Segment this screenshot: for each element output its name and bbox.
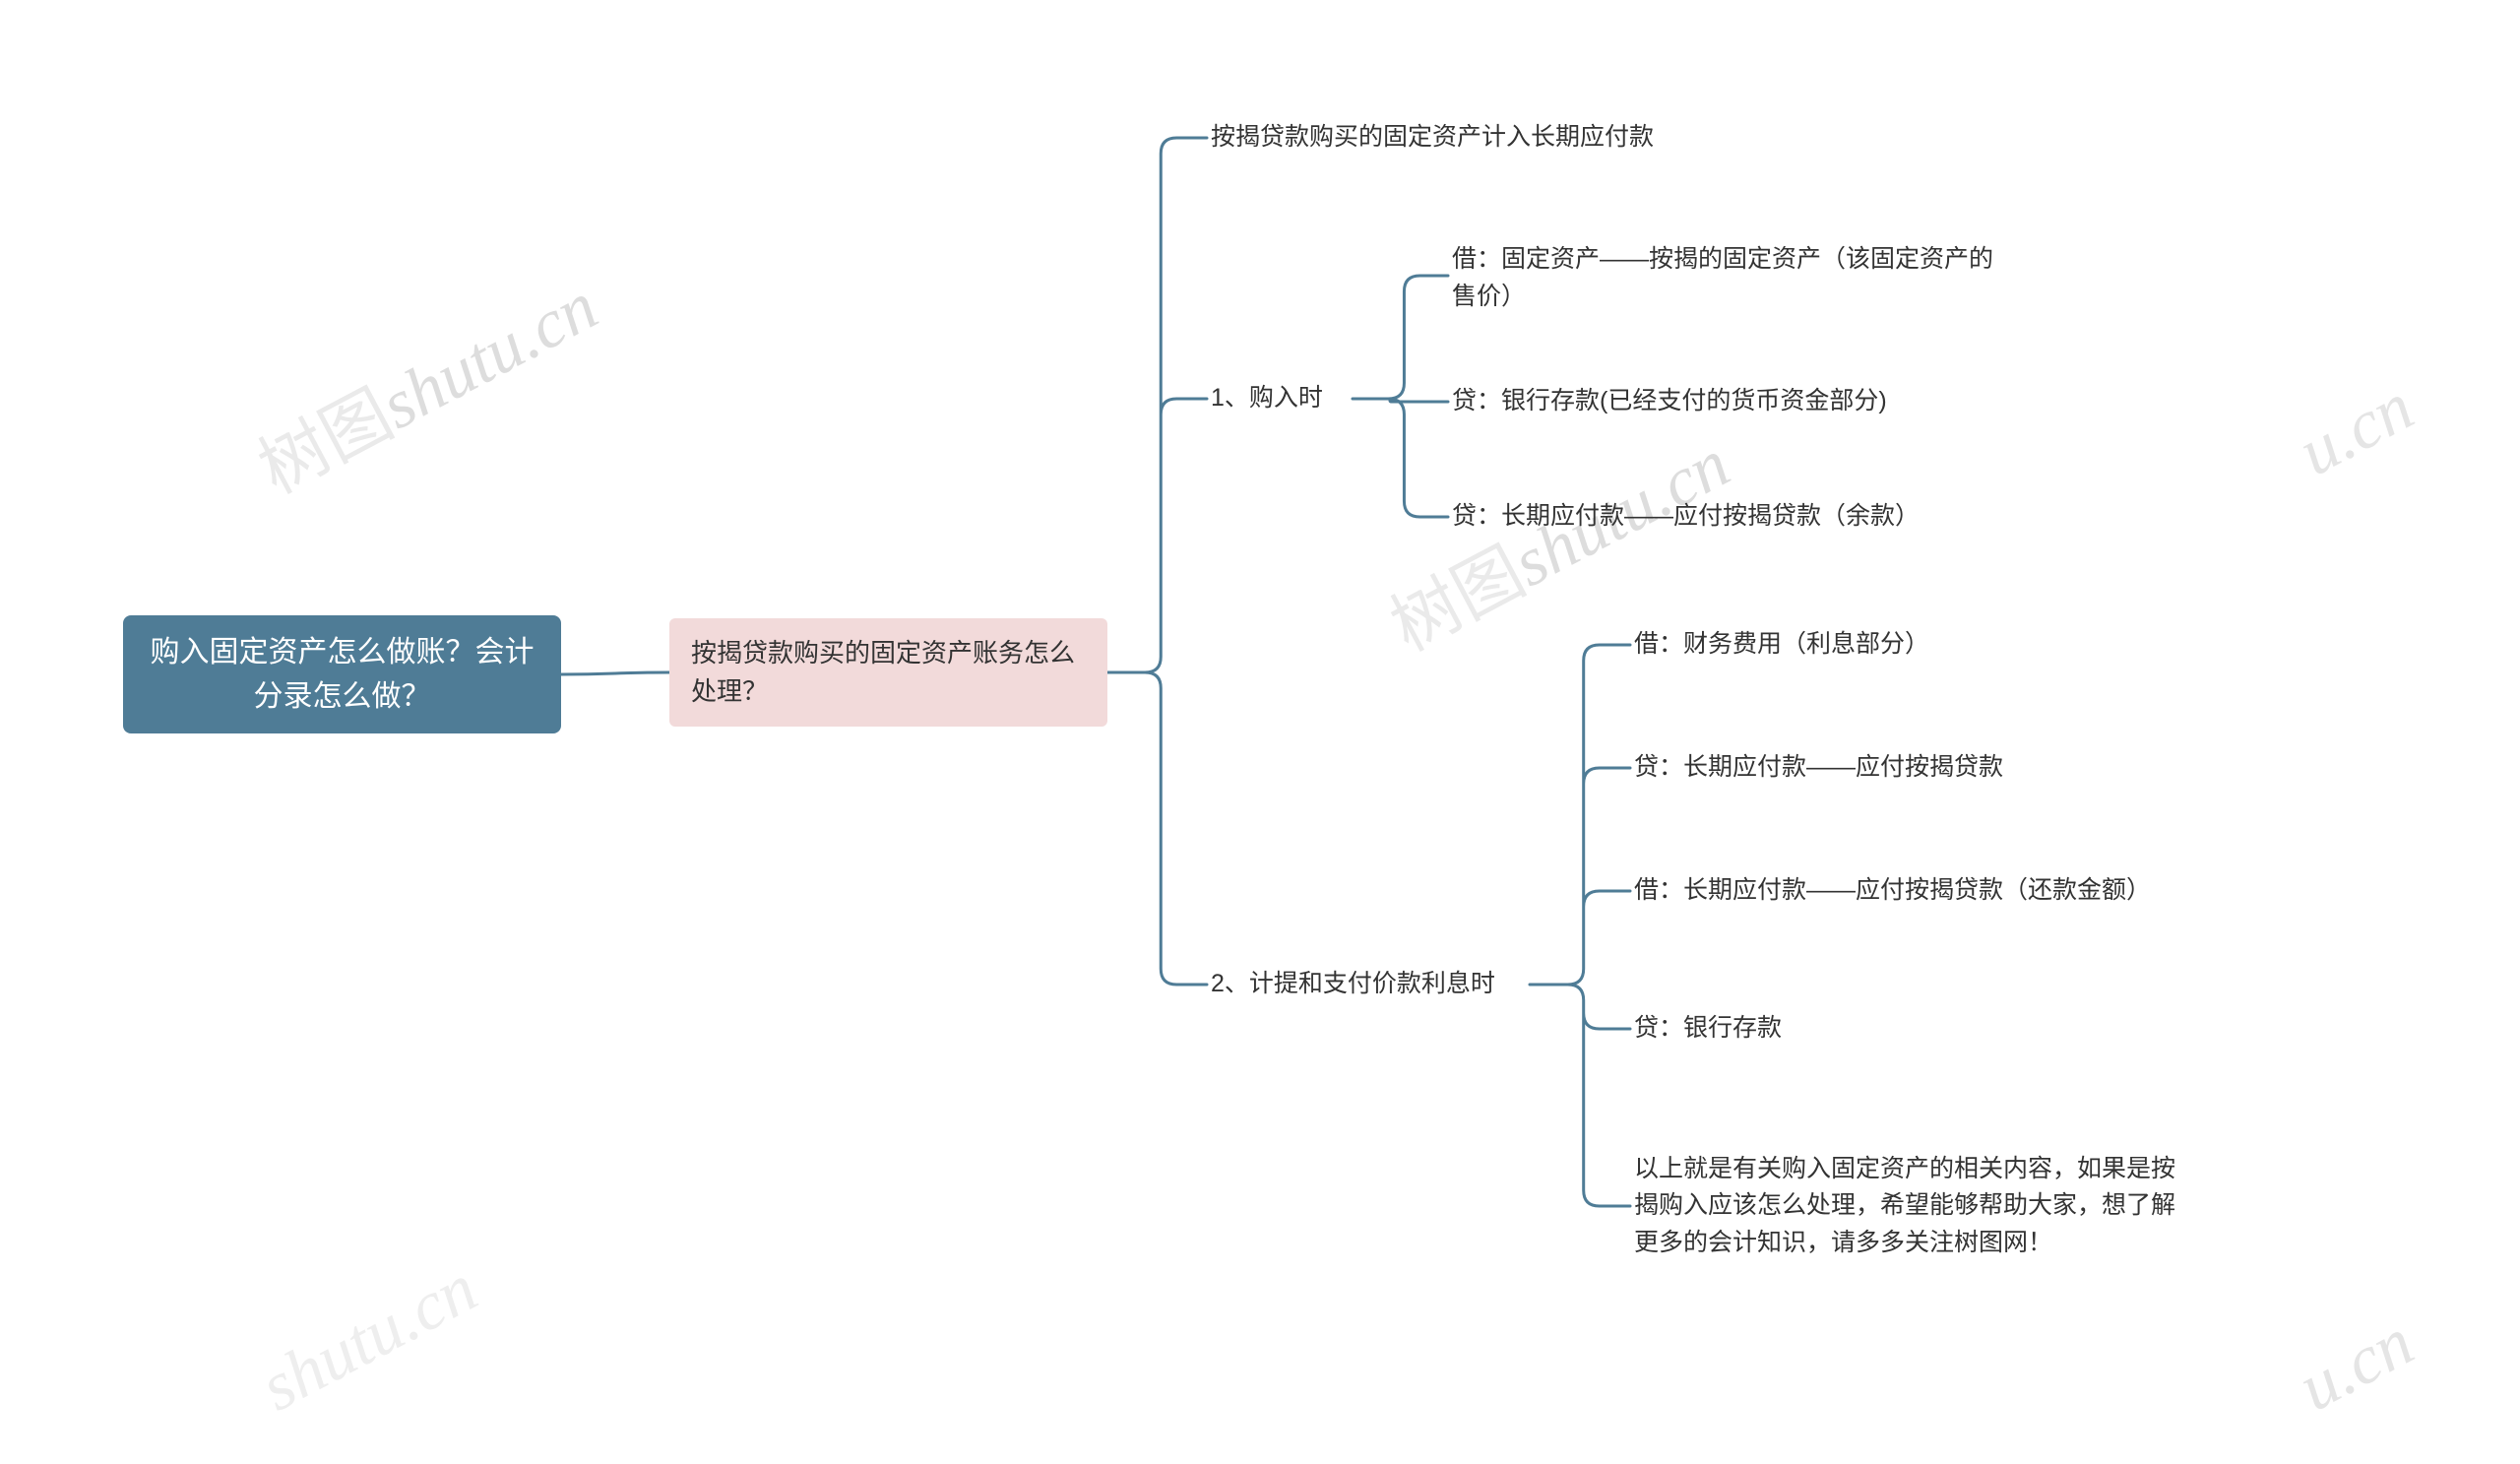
level1-node: 按揭贷款购买的固定资产账务怎么处理？: [669, 618, 1107, 727]
level3b-node-label-2: 贷：长期应付款——应付按揭贷款（余款）: [1452, 498, 1920, 536]
level2-node-1: 1、购入时: [1211, 379, 1349, 418]
level3c-node-label-4: 以上就是有关购入固定资产的相关内容，如果是按揭购入应该怎么处理，希望能够帮助大家…: [1634, 1151, 2195, 1262]
level3c-node-label-2: 借：长期应付款——应付按揭贷款（还款金额）: [1634, 872, 2151, 910]
level2-node-label-2: 2、计提和支付价款利息时: [1211, 966, 1495, 1003]
level3c-node-2: 借：长期应付款——应付按揭贷款（还款金额）: [1634, 857, 2185, 925]
level3c-node-3: 贷：银行存款: [1634, 1009, 1831, 1049]
root-label: 购入固定资产怎么做账？会计分录怎么做？: [143, 630, 541, 719]
level3c-node-0: 借：财务费用（利息部分）: [1634, 625, 2028, 665]
level3c-node-4: 以上就是有关购入固定资产的相关内容，如果是按揭购入应该怎么处理，希望能够帮助大家…: [1634, 1137, 2195, 1275]
level3b-node-2: 贷：长期应付款——应付按揭贷款（余款）: [1452, 497, 1984, 537]
level3b-node-1: 贷：银行存款(已经支付的货币资金部分): [1452, 382, 1964, 421]
level3c-node-1: 贷：长期应付款——应付按揭贷款: [1634, 748, 2067, 788]
level3b-node-0: 借：固定资产——按揭的固定资产（该固定资产的售价）: [1452, 241, 2003, 315]
level2-node-0: 按揭贷款购买的固定资产计入长期应付款: [1211, 118, 1723, 158]
level2-node-label-1: 1、购入时: [1211, 380, 1323, 417]
level2-node-label-0: 按揭贷款购买的固定资产计入长期应付款: [1211, 119, 1654, 157]
level3c-node-label-1: 贷：长期应付款——应付按揭贷款: [1634, 749, 2003, 787]
level2-node-2: 2、计提和支付价款利息时: [1211, 965, 1526, 1004]
level3b-node-label-0: 借：固定资产——按揭的固定资产（该固定资产的售价）: [1452, 241, 2003, 315]
root-node: 购入固定资产怎么做账？会计分录怎么做？: [123, 615, 561, 733]
level3b-node-label-1: 贷：银行存款(已经支付的货币资金部分): [1452, 383, 1887, 420]
level1-label: 按揭贷款购买的固定资产账务怎么处理？: [691, 634, 1086, 711]
level3c-node-label-3: 贷：银行存款: [1634, 1010, 1782, 1048]
level3c-node-label-0: 借：财务费用（利息部分）: [1634, 626, 1929, 664]
